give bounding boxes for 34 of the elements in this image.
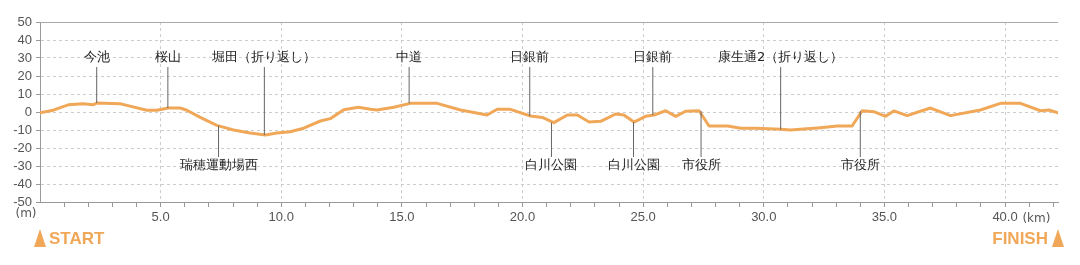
x-tick-label: 5.0 xyxy=(151,209,170,225)
annotation: 白川公園 xyxy=(607,157,660,173)
x-axis-title: (km) xyxy=(1022,211,1051,226)
x-tick-label: 30.0 xyxy=(751,209,777,225)
y-tick-label: -40 xyxy=(13,175,32,191)
y-tick-label: 50 xyxy=(17,13,32,29)
y-tick-label: -20 xyxy=(13,139,32,155)
annotation: 日銀前 xyxy=(510,49,550,65)
annotation: 堀田（折り返し） xyxy=(211,49,317,65)
annotation: 今池 xyxy=(83,49,110,65)
y-tick-label: 30 xyxy=(17,49,32,65)
y-tick-label: 40 xyxy=(17,31,32,47)
y-axis-title: (m) xyxy=(15,206,37,221)
x-tick-label: 35.0 xyxy=(871,209,898,225)
annotation: 中道 xyxy=(396,49,423,65)
x-tick-label: 40.0 xyxy=(992,209,1018,225)
annotation: 康生通2（折り返し） xyxy=(718,49,844,65)
x-tick-label: 10.0 xyxy=(268,209,294,225)
text: START xyxy=(49,229,105,249)
annotation: 日銀前 xyxy=(633,49,673,65)
x-tick-label: 15.0 xyxy=(389,209,415,225)
text: FINISH xyxy=(992,229,1048,249)
y-tick-label: 0 xyxy=(24,103,32,119)
y-tick-label: 20 xyxy=(17,67,32,83)
annotation: 市役所 xyxy=(681,157,721,173)
x-tick-label: 25.0 xyxy=(630,209,656,225)
annotation: 市役所 xyxy=(840,157,880,173)
annotation: 白川公園 xyxy=(525,157,578,173)
y-tick-label: -10 xyxy=(13,121,32,137)
x-tick-label: 20.0 xyxy=(509,209,536,225)
y-tick-label: 10 xyxy=(17,85,32,101)
annotation: 桜山 xyxy=(154,49,181,65)
annotation: 瑞穂運動場西 xyxy=(179,157,258,173)
y-tick-label: -30 xyxy=(13,157,32,173)
